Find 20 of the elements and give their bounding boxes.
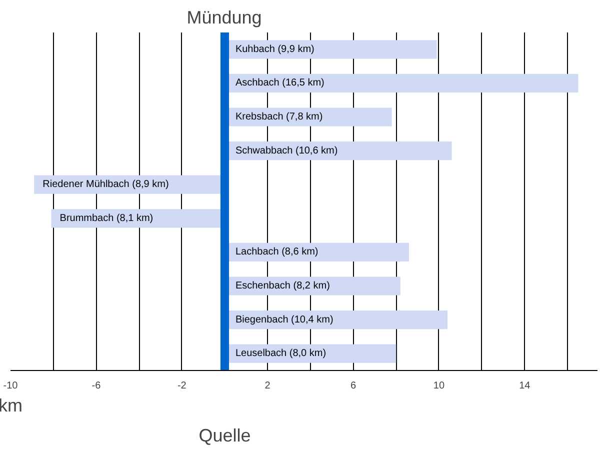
y-tick-label: Leuselbach (8,0 km): [235, 348, 326, 360]
y-tick-label: Aschbach (16,5 km): [235, 78, 324, 89]
y-tick-label: Schwabbach (10,6 km): [235, 145, 338, 156]
y-tick-label: Kuhbach (9,9 km): [235, 44, 314, 55]
x-tick-label: 14: [519, 380, 531, 392]
x-tick-label: 6: [350, 380, 356, 392]
y-tick-label: Lachbach (8,6 km): [235, 246, 318, 258]
x-tick-label: 10: [433, 380, 445, 392]
x-tick-label: -6: [92, 380, 102, 392]
y-tick-label: Krebsbach (7,8 km): [235, 112, 323, 122]
x-tick-label: 2: [264, 380, 271, 392]
y-tick-label: Biegenbach (10,4 km): [235, 314, 334, 326]
y-tick-label: Eschenbach (8,2 km): [235, 280, 330, 292]
x-axis-title: km: [0, 396, 23, 416]
text: Quelle: [198, 426, 251, 446]
chart-title: Mündung: [186, 8, 262, 28]
x-tick-label: -10: [3, 380, 18, 392]
y-tick-label: Riedener Mühlbach (8,9 km): [42, 179, 169, 190]
x-tick-label: -2: [177, 380, 187, 392]
y-tick-label: Brummbach (8,1 km): [60, 212, 154, 224]
